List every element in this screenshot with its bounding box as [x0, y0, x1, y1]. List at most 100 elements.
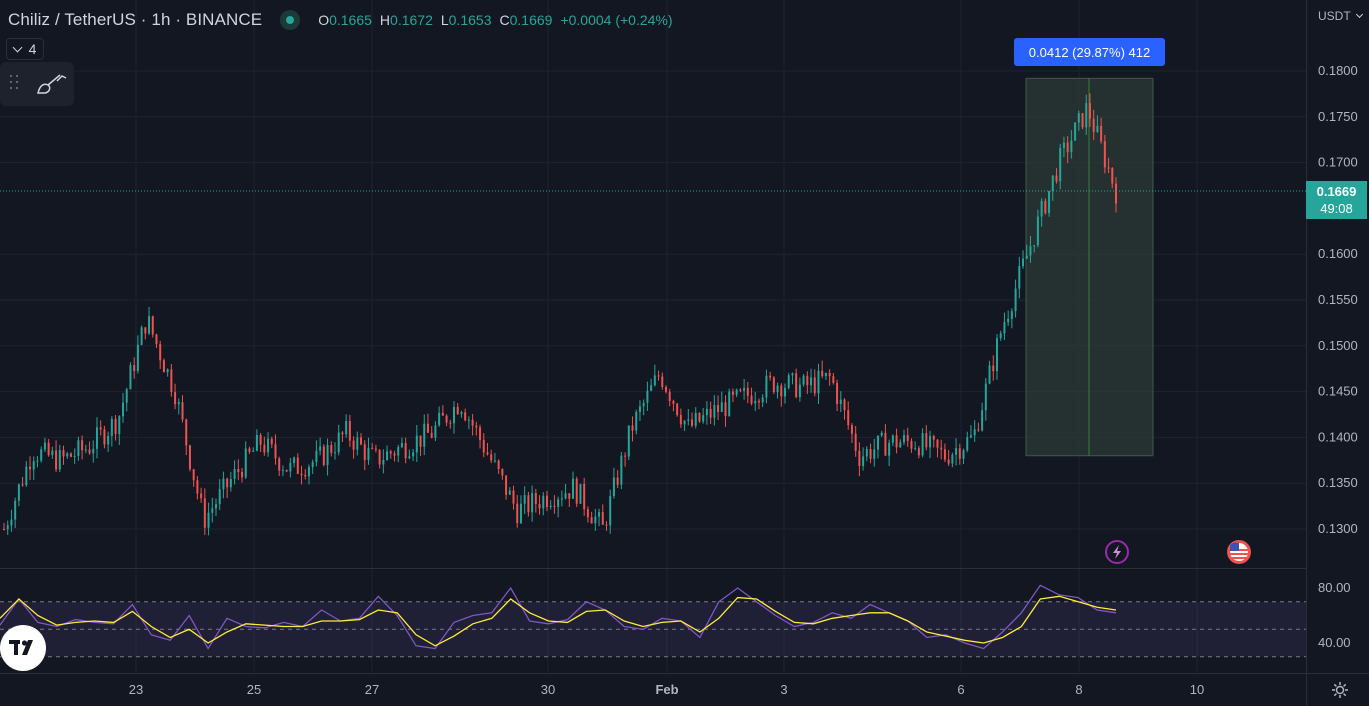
candle-body	[724, 402, 727, 417]
candle-body	[743, 387, 746, 391]
market-open-icon[interactable]	[280, 10, 301, 30]
rsi-axis[interactable]: 80.00 40.00	[1318, 580, 1351, 650]
symbol-title[interactable]: Chiliz / TetherUS · 1h · BINANCE	[8, 10, 263, 29]
candle-body	[103, 429, 106, 445]
candle-body	[281, 469, 284, 471]
candle-body	[713, 405, 716, 418]
candle-body	[650, 385, 653, 391]
candle-body	[586, 509, 589, 518]
candle-body	[166, 369, 169, 373]
candle-body	[1107, 167, 1110, 169]
candle-body	[177, 402, 180, 405]
candle-body	[977, 429, 980, 431]
candle-body	[62, 450, 65, 457]
candle-body	[776, 385, 779, 393]
candle-body	[664, 387, 667, 392]
candle-body	[1033, 245, 1036, 247]
candle-body	[460, 412, 463, 415]
time-tick-label: 27	[365, 682, 379, 697]
price-tick-label: 0.1350	[1318, 475, 1358, 490]
candle-body	[415, 435, 418, 453]
candle-body	[598, 512, 601, 517]
candle-body	[810, 377, 813, 386]
candle-body	[490, 454, 493, 461]
candle-body	[360, 437, 363, 445]
candle-body	[229, 479, 232, 488]
candle-body	[772, 377, 775, 393]
candle-body	[426, 423, 429, 433]
candle-body	[181, 402, 184, 420]
candle-body	[929, 436, 932, 448]
candle-body	[1070, 140, 1073, 153]
currency-selector[interactable]: USDT	[1318, 9, 1363, 23]
candle-body	[590, 517, 593, 524]
candle-body	[705, 408, 708, 416]
candle-body	[1092, 118, 1095, 132]
candle-body	[888, 442, 891, 456]
candle-body	[289, 462, 292, 472]
candle-body	[386, 451, 389, 461]
price-axis[interactable]: 0.1800 0.1750 0.1700 0.1600 0.1550 0.1500 0.14…	[1318, 63, 1358, 536]
candle-body	[761, 397, 764, 403]
candle-body	[910, 440, 913, 449]
time-tick-label: 8	[1075, 682, 1082, 697]
gear-icon[interactable]	[1330, 680, 1350, 700]
candle-body	[430, 432, 433, 438]
candle-body	[1077, 113, 1080, 123]
candle-body	[1062, 142, 1065, 148]
candle-body	[895, 435, 898, 448]
candle-body	[553, 505, 556, 507]
indicators-toggle-button[interactable]: 4	[6, 38, 44, 60]
grip-dots-icon[interactable]	[10, 75, 20, 93]
candle-body	[609, 496, 612, 526]
candle-body	[880, 432, 883, 436]
candle-body	[1007, 318, 1010, 323]
candle-body	[891, 435, 894, 443]
candle-body	[419, 435, 422, 447]
price-tick-label: 0.1550	[1318, 292, 1358, 307]
us-flag-economic-event-icon[interactable]	[1227, 540, 1251, 564]
candle-body	[620, 455, 623, 485]
close-label: C	[499, 12, 510, 28]
candle-body	[932, 436, 935, 440]
candle-body	[995, 338, 998, 372]
chevron-down-icon	[1355, 10, 1363, 19]
candle-body	[374, 448, 377, 450]
candle-body	[984, 383, 987, 411]
candle-body	[806, 375, 809, 386]
candle-body	[1055, 175, 1058, 182]
candle-body	[661, 376, 664, 388]
candle-body	[1074, 122, 1077, 141]
price-tick-label: 0.1700	[1318, 155, 1358, 170]
candle-body	[441, 412, 444, 416]
time-axis[interactable]: 23 25 27 30 Feb 3 6 8 10	[129, 682, 1204, 697]
candle-body	[107, 435, 110, 445]
candle-body	[568, 493, 571, 499]
candle-body	[564, 493, 567, 499]
candle-body	[304, 475, 307, 477]
candle-body	[832, 376, 835, 383]
candle-body	[612, 477, 615, 497]
candle-body	[300, 473, 303, 476]
candle-body	[869, 448, 872, 459]
candle-body	[267, 438, 270, 453]
candle-body	[780, 385, 783, 397]
candle-body	[1100, 125, 1103, 142]
candle-body	[523, 495, 526, 504]
time-tick-label: 25	[247, 682, 261, 697]
candle-body	[259, 434, 262, 445]
candle-body	[244, 448, 247, 478]
earnings-lightning-icon[interactable]	[1105, 540, 1129, 564]
candle-body	[1029, 246, 1032, 256]
tradingview-logo[interactable]	[0, 625, 46, 671]
candle-body	[839, 399, 842, 405]
candle-body	[1018, 266, 1021, 289]
candle-body	[769, 375, 772, 378]
brush-icon[interactable]	[34, 71, 70, 97]
candle-body	[482, 439, 485, 453]
candle-body	[88, 449, 91, 454]
candle-body	[1003, 322, 1006, 334]
candle-body	[133, 365, 136, 371]
candle-body	[95, 427, 98, 449]
